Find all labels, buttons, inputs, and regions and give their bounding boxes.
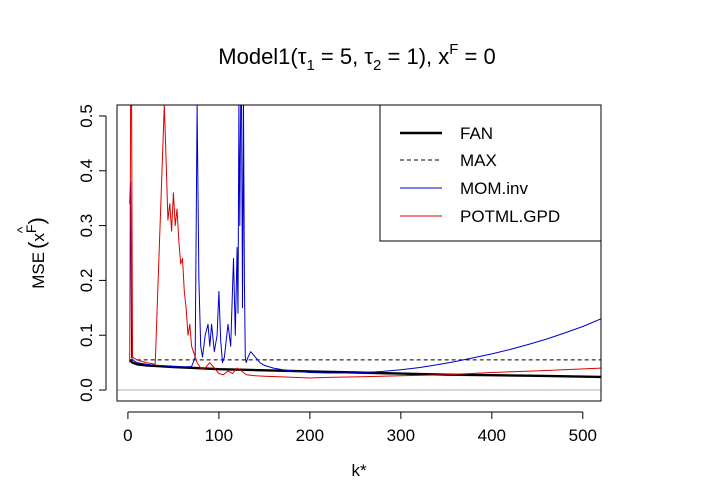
plot-frame: [116, 104, 602, 402]
y-axis-title-hat: ^: [14, 226, 30, 233]
legend-label-potml-gpd: POTML.GPD: [460, 207, 560, 226]
y-tick-label: 0.5: [77, 104, 96, 128]
chart-title: Model1(τ1 = 5, τ2 = 1), xF = 0: [218, 41, 495, 74]
x-tick-label: 400: [478, 426, 506, 445]
x-tick-label: 200: [296, 426, 324, 445]
x-tick-label: 300: [387, 426, 415, 445]
y-axis: 0.0 0.1 0.2 0.3 0.4 0.5: [77, 104, 107, 402]
x-axis-title: k*: [351, 461, 367, 480]
series-line-fan: [128, 359, 601, 379]
legend: FAN MAX MOM.inv POTML.GPD: [379, 104, 602, 242]
y-tick-label: 0.3: [77, 214, 96, 238]
y-tick-label: 0.4: [77, 159, 96, 183]
legend-label-max: MAX: [460, 151, 497, 170]
x-tick-label: 0: [123, 426, 132, 445]
x-tick-label: 100: [205, 426, 233, 445]
y-tick-label: 0.0: [77, 378, 96, 402]
y-tick-label: 0.2: [77, 269, 96, 293]
x-tick-label: 500: [569, 426, 597, 445]
x-axis: 0 100 200 300 400 500: [123, 411, 597, 445]
legend-label-fan: FAN: [460, 124, 493, 143]
y-axis-title: MSE(xF): [23, 217, 49, 289]
legend-box: [379, 104, 602, 242]
series-line-potml-gpd: [129, 105, 601, 379]
y-tick-label: 0.1: [77, 323, 96, 347]
legend-label-mom-inv: MOM.inv: [460, 179, 529, 198]
series-group: [128, 105, 601, 379]
